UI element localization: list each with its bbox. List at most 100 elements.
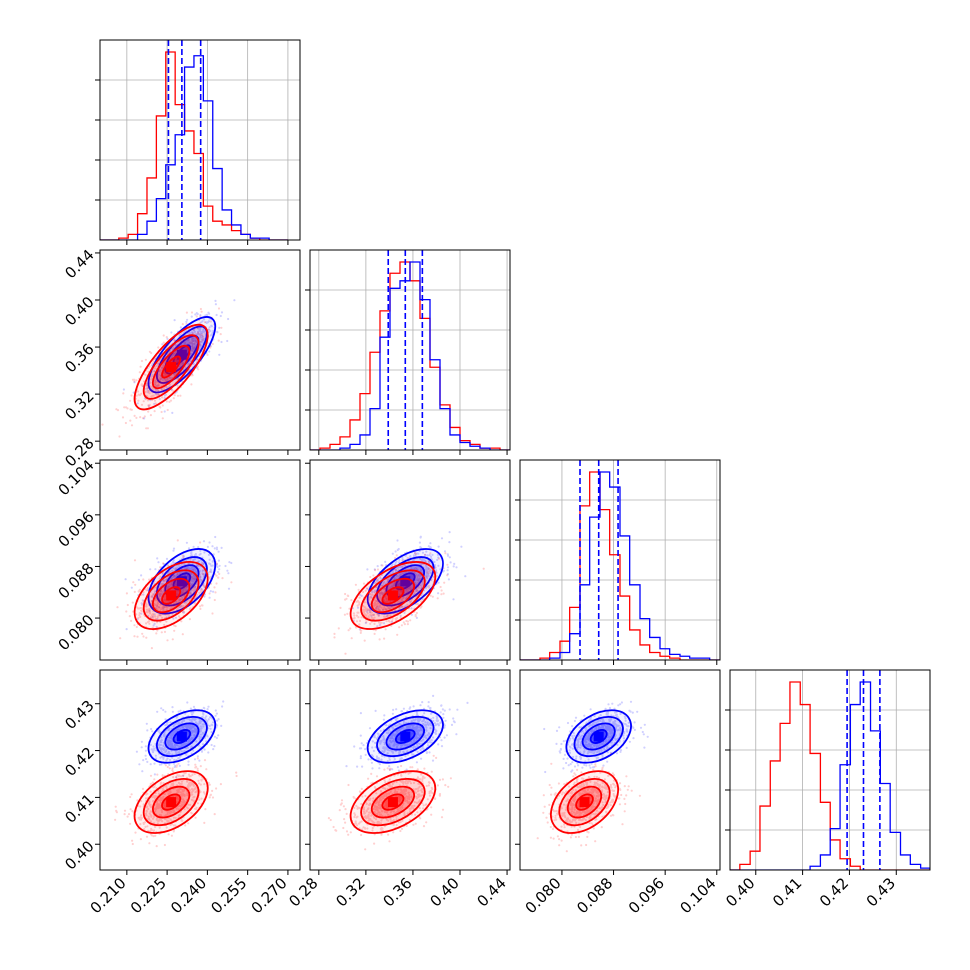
scatter-point xyxy=(146,391,150,394)
scatter-point xyxy=(189,591,192,595)
scatter-point xyxy=(482,567,485,570)
scatter-point xyxy=(197,332,200,335)
scatter-point xyxy=(192,589,195,592)
scatter-point xyxy=(151,615,155,618)
scatter-point xyxy=(191,577,195,581)
scatter-point xyxy=(397,590,400,593)
scatter-point xyxy=(158,369,161,372)
scatter-point xyxy=(129,822,132,825)
scatter-point xyxy=(164,393,167,396)
scatter-point xyxy=(186,575,189,579)
scatter-point xyxy=(192,347,196,350)
scatter-point xyxy=(174,568,177,571)
scatter-point xyxy=(166,377,169,380)
scatter-point xyxy=(161,616,164,620)
scatter-point xyxy=(146,760,149,764)
scatter-point xyxy=(210,564,213,567)
scatter-point xyxy=(213,598,216,602)
scatter-point xyxy=(138,588,141,592)
scatter-point xyxy=(198,328,201,331)
scatter-point xyxy=(141,599,144,602)
scatter-point xyxy=(162,562,165,565)
scatter-point xyxy=(202,584,205,588)
scatter-point xyxy=(118,435,121,438)
scatter-point xyxy=(164,599,167,602)
scatter-point xyxy=(172,549,175,552)
scatter-point xyxy=(202,338,205,341)
scatter-point xyxy=(406,623,409,626)
scatter-point xyxy=(191,346,194,350)
scatter-point xyxy=(385,597,388,600)
scatter-point xyxy=(177,564,180,567)
scatter-point xyxy=(190,311,194,314)
scatter-point xyxy=(174,567,178,570)
scatter-point xyxy=(176,573,179,576)
scatter-point xyxy=(172,567,175,570)
scatter-point xyxy=(199,580,203,584)
scatter-point xyxy=(209,577,212,580)
scatter-point xyxy=(199,765,202,768)
scatter-point xyxy=(147,390,150,393)
scatter-point xyxy=(425,567,428,570)
scatter-point xyxy=(156,601,159,604)
scatter-point xyxy=(169,399,173,402)
scatter-point xyxy=(190,552,193,555)
scatter-point xyxy=(167,376,170,379)
scatter-point xyxy=(197,546,200,549)
scatter-point xyxy=(207,328,211,331)
scatter-point xyxy=(189,572,192,575)
scatter-point xyxy=(179,598,182,602)
scatter-point xyxy=(193,330,196,333)
scatter-point xyxy=(214,535,217,539)
scatter-point xyxy=(142,635,145,638)
scatter-point xyxy=(416,577,419,580)
scatter-point xyxy=(199,343,202,346)
scatter-point xyxy=(198,553,201,556)
scatter-point xyxy=(436,553,439,557)
scatter-point xyxy=(138,763,141,766)
scatter-point xyxy=(191,579,194,582)
scatter-point xyxy=(394,561,397,565)
scatter-point xyxy=(381,564,384,567)
scatter-point xyxy=(154,393,157,396)
scatter-point xyxy=(230,581,233,584)
scatter-point xyxy=(425,574,429,577)
scatter-point xyxy=(364,621,367,625)
scatter-point xyxy=(202,328,205,331)
scatter-point xyxy=(230,561,233,565)
scatter-point xyxy=(346,594,349,597)
scatter-point xyxy=(407,587,410,590)
scatter-point xyxy=(195,333,198,336)
scatter-point xyxy=(165,377,169,380)
scatter-point xyxy=(208,596,211,599)
scatter-point xyxy=(122,388,125,391)
scatter-point xyxy=(171,411,174,414)
scatter-point xyxy=(419,545,422,549)
scatter-point xyxy=(191,347,194,350)
scatter-point xyxy=(194,763,197,766)
scatter-point xyxy=(186,342,189,345)
scatter-point xyxy=(140,383,143,386)
scatter-point xyxy=(148,365,151,368)
scatter-point xyxy=(214,591,217,594)
scatter-point xyxy=(199,541,202,544)
scatter-point xyxy=(145,608,149,611)
scatter-point xyxy=(358,628,361,631)
scatter-point xyxy=(376,625,379,628)
scatter-point xyxy=(227,572,230,575)
scatter-point xyxy=(406,620,409,623)
scatter-point xyxy=(162,608,165,611)
scatter-point xyxy=(162,606,166,609)
scatter-point xyxy=(429,546,432,549)
scatter-point xyxy=(182,589,185,592)
scatter-point xyxy=(377,613,380,616)
scatter-point xyxy=(145,636,148,639)
panel-2-1 xyxy=(305,459,511,665)
scatter-point xyxy=(189,590,192,594)
scatter-point xyxy=(168,376,171,379)
scatter-point xyxy=(157,393,160,396)
scatter-point xyxy=(159,566,162,569)
scatter-point xyxy=(176,384,179,387)
scatter-point xyxy=(165,400,168,403)
scatter-point xyxy=(395,560,398,563)
